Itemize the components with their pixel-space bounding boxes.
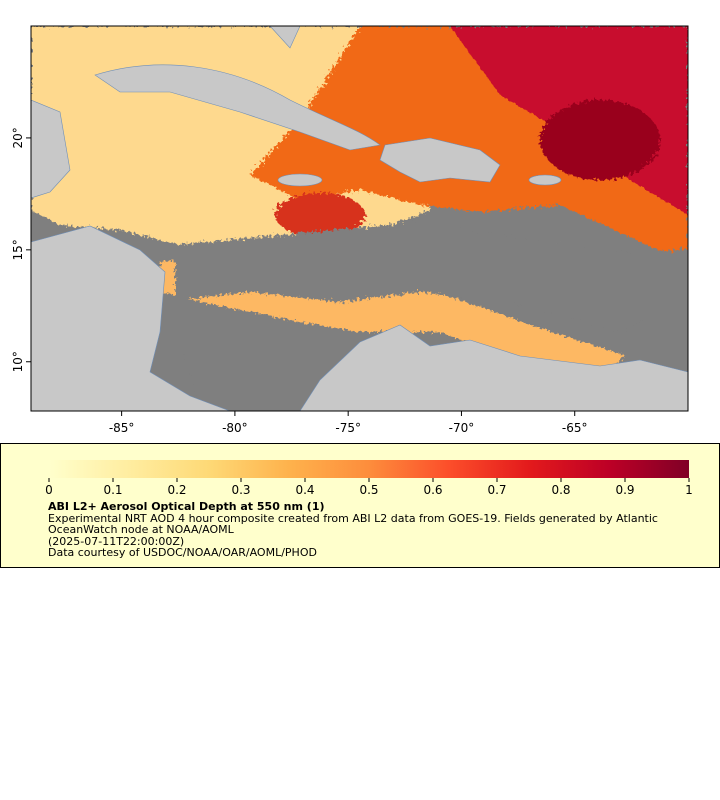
x-tick-label: -75° xyxy=(335,421,361,435)
colorbar-tick-label: 0.4 xyxy=(295,483,314,497)
colorbar-tick-label: 0.3 xyxy=(231,483,250,497)
legend-description: Experimental NRT AOD 4 hour composite cr… xyxy=(48,511,658,536)
colorbar-tick-label: 0.6 xyxy=(423,483,442,497)
aod-blob xyxy=(540,100,660,180)
x-tick-label: -65° xyxy=(562,421,588,435)
x-tick-label: -80° xyxy=(222,421,248,435)
land xyxy=(31,26,688,411)
colorbar-tick-label: 0.1 xyxy=(103,483,122,497)
colorbar: 0 0.1 0.2 0.3 0.4 0.5 0.6 0.7 0.8 0.9 1 xyxy=(45,460,693,497)
colorbar-tick-label: 0.7 xyxy=(487,483,506,497)
map: -85° -80° -75° -70° -65° 10° 15° 20° xyxy=(11,25,689,435)
colorbar-ramp xyxy=(49,460,689,478)
colorbar-tick-label: 0.9 xyxy=(615,483,634,497)
colorbar-tick-label: 1 xyxy=(685,483,693,497)
colorbar-tick-label: 0.2 xyxy=(167,483,186,497)
legend-text: ABI L2+ Aerosol Optical Depth at 550 nm … xyxy=(48,501,688,559)
x-tick-label: -85° xyxy=(109,421,135,435)
y-tick-label: 10° xyxy=(11,351,25,372)
legend-credit: Data courtesy of USDOC/NOAA/OAR/AOML/PHO… xyxy=(48,546,317,559)
no-data xyxy=(175,222,688,332)
legend-title: ABI L2+ Aerosol Optical Depth at 550 nm … xyxy=(48,500,325,513)
x-tick-label: -70° xyxy=(449,421,475,435)
aod-blob xyxy=(275,193,365,237)
legend: 0 0.1 0.2 0.3 0.4 0.5 0.6 0.7 0.8 0.9 1 ABI L2+ Ae… xyxy=(0,443,720,568)
legend-time: (2025-07-11T22:00:00Z) xyxy=(48,534,185,548)
y-tick-label: 20° xyxy=(11,127,25,148)
map-imagery xyxy=(31,26,688,411)
y-tick-label: 15° xyxy=(11,239,25,260)
colorbar-tick-label: 0 xyxy=(45,483,53,497)
colorbar-tick-label: 0.5 xyxy=(359,483,378,497)
colorbar-tick-label: 0.8 xyxy=(551,483,570,497)
map-frame xyxy=(30,25,689,412)
